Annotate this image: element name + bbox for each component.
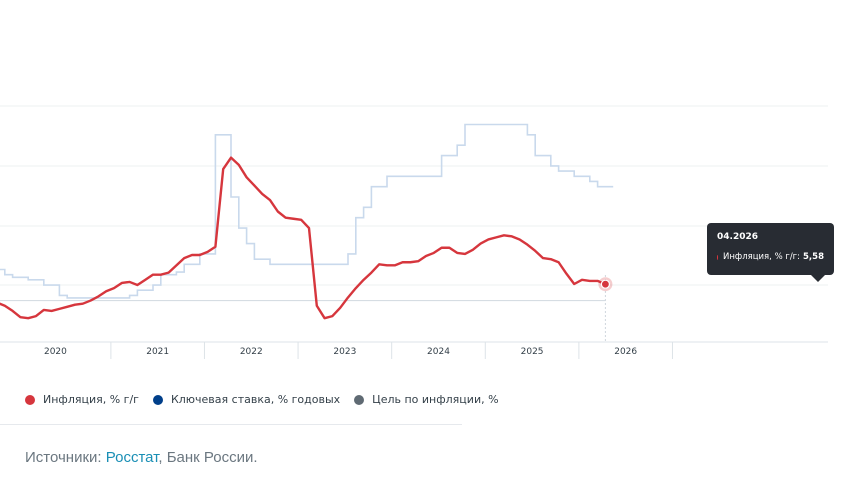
sources-rest: , Банк России. xyxy=(158,449,258,466)
legend-item-inflation[interactable]: Инфляция, % г/г xyxy=(25,393,139,406)
x-axis: 2020 2021 2022 2023 2024 2025 2026 xyxy=(0,341,828,359)
x-tick-label: 2022 xyxy=(240,347,263,357)
x-tick-label: 2025 xyxy=(521,347,544,357)
tooltip-date: 04.2026 xyxy=(717,232,758,242)
key-rate-series xyxy=(0,123,614,299)
x-tick-label: 2023 xyxy=(333,347,356,357)
legend-label-key-rate: Ключевая ставка, % годовых xyxy=(170,393,341,406)
chart-legend: Инфляция, % г/г Ключевая ставка, % годов… xyxy=(25,393,513,406)
sources-prefix: Источники: xyxy=(25,449,106,466)
legend-item-target[interactable]: Цель по инфляции, % xyxy=(354,393,499,406)
inflation-series xyxy=(0,156,606,320)
divider xyxy=(0,424,462,425)
tooltip-row: Инфляция, % г/г: 5,58 xyxy=(717,252,824,262)
rosstat-link[interactable]: Росстат xyxy=(105,449,159,466)
tooltip-label: Инфляция, % г/г: xyxy=(723,252,801,262)
hover-point[interactable] xyxy=(600,279,611,289)
x-tick-label: 2026 xyxy=(614,347,637,357)
series-line-key-rate xyxy=(0,123,614,299)
inflation-chart: 2020 2021 2022 2023 2024 2025 2026 xyxy=(0,105,828,359)
series-line-inflation xyxy=(0,156,606,320)
legend-dot-key-rate xyxy=(152,394,163,405)
legend-item-key-rate[interactable]: Ключевая ставка, % годовых xyxy=(152,393,341,406)
legend-dot-target xyxy=(354,394,365,405)
sources-note: Источники: Росстат, Банк России. xyxy=(25,449,258,466)
legend-label-inflation: Инфляция, % г/г xyxy=(43,393,139,406)
chart-tooltip: 04.2026 Инфляция, % г/г: 5,58 xyxy=(707,223,834,282)
hover-marker xyxy=(598,275,613,342)
tooltip-value: 5,58 xyxy=(803,252,824,262)
x-tick-label: 2024 xyxy=(427,347,450,357)
x-tick-label: 2021 xyxy=(146,347,169,357)
tooltip-series-dot xyxy=(717,254,719,260)
grid-lines xyxy=(0,105,828,286)
legend-label-target: Цель по инфляции, % xyxy=(372,393,499,406)
x-tick-label: 2020 xyxy=(44,347,67,357)
legend-dot-inflation xyxy=(25,394,35,405)
